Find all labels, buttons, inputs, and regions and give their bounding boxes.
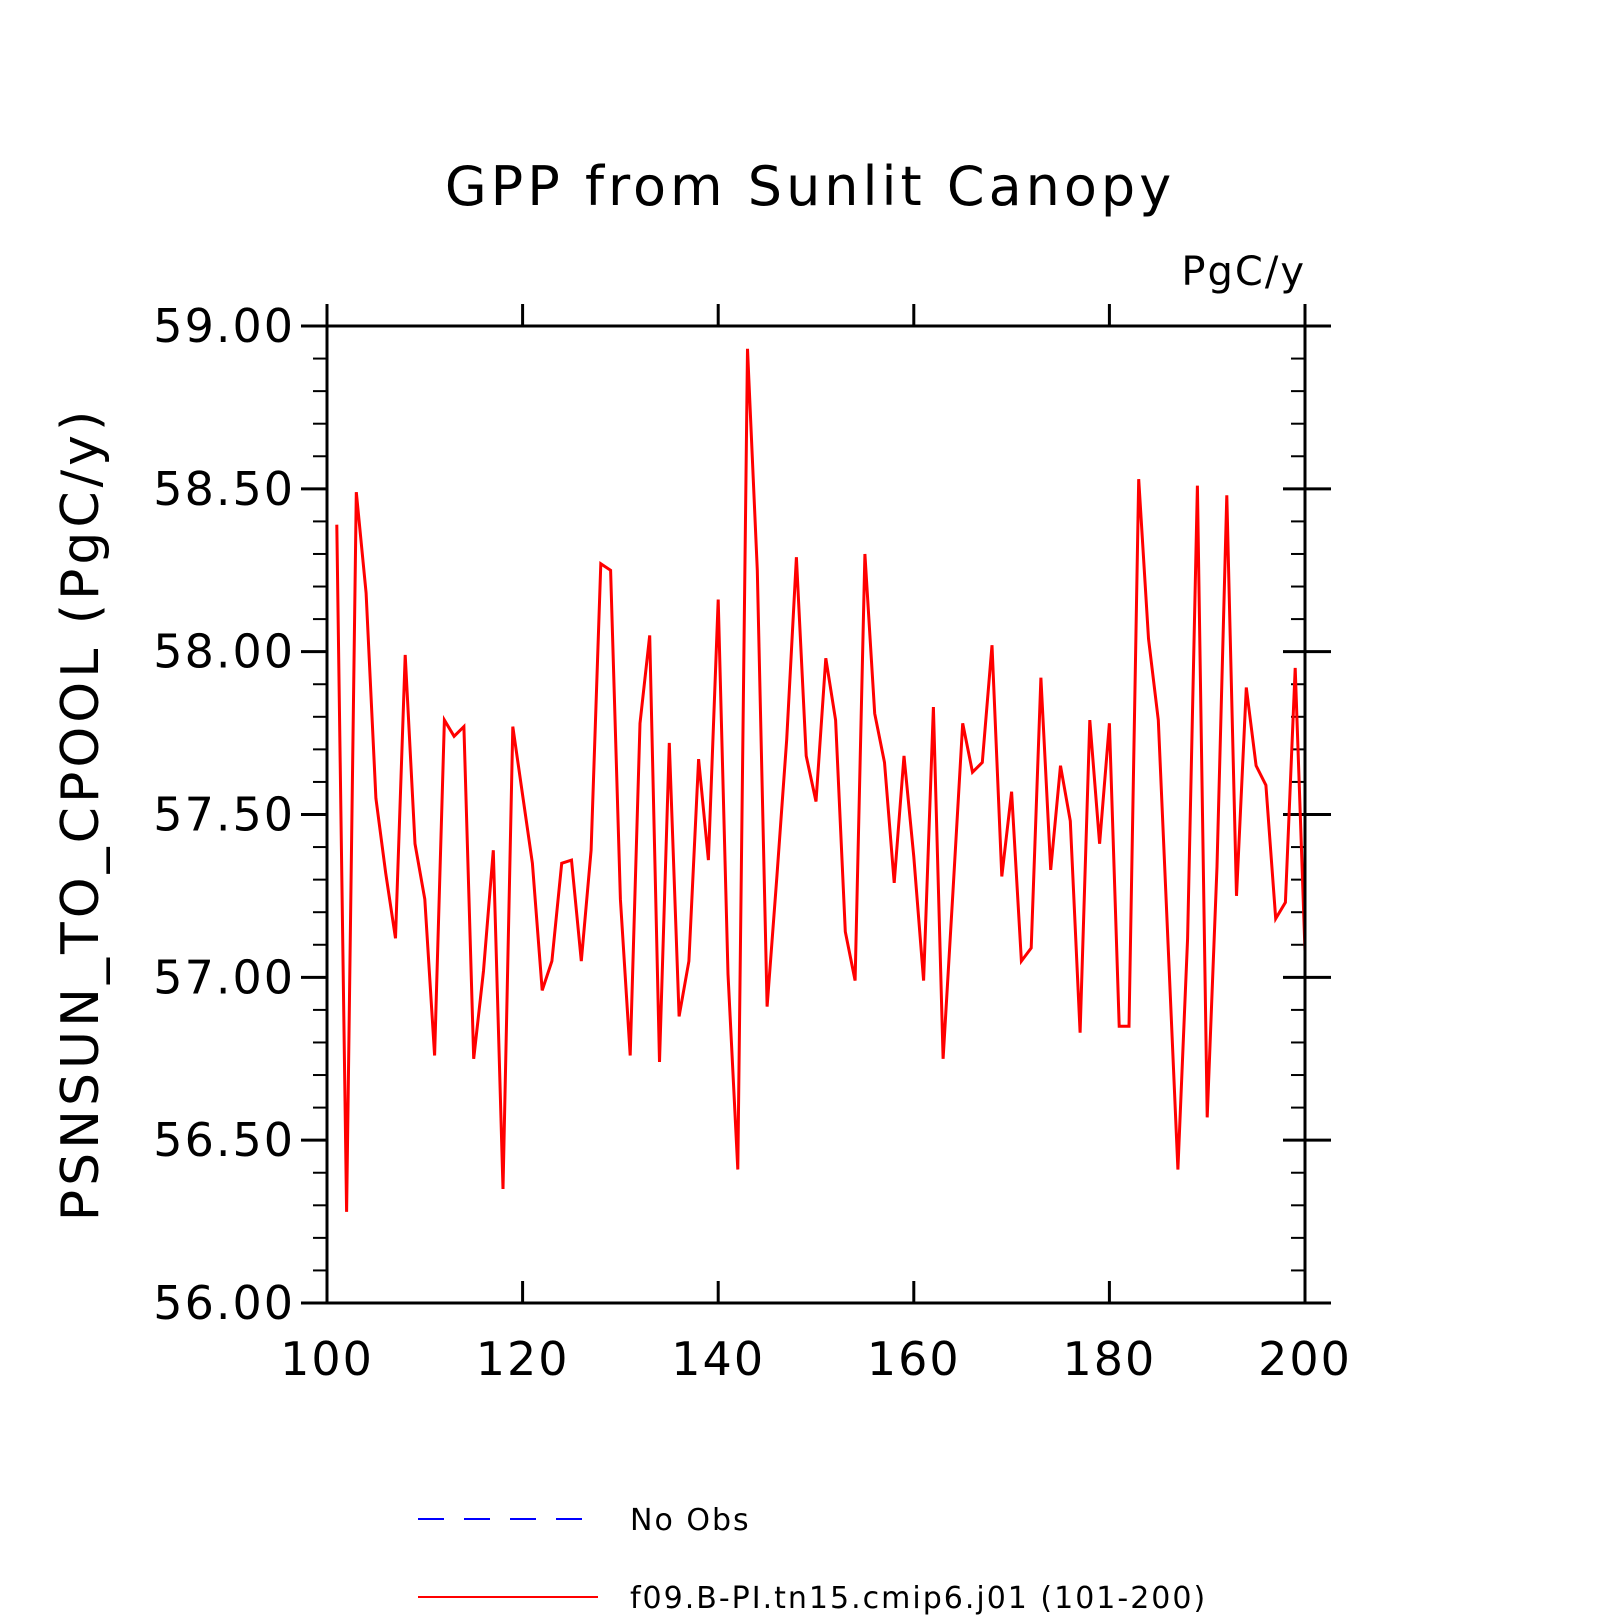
x-tick-label: 100 — [280, 1332, 374, 1386]
legend-label-model: f09.B-PI.tn15.cmip6.j01 (101-200) — [630, 1581, 1207, 1616]
x-tick-label: 160 — [867, 1332, 961, 1386]
x-tick-label: 200 — [1258, 1332, 1352, 1386]
y-tick-label: 58.00 — [153, 625, 295, 679]
y-tick-label: 56.50 — [153, 1113, 295, 1167]
units-label: PgC/y — [1181, 249, 1306, 295]
x-tick-labels: 100 120 140 160 180 200 — [280, 1332, 1352, 1386]
y-tick-label: 58.50 — [153, 462, 295, 516]
tick-marks — [301, 304, 1331, 1305]
y-tick-label: 57.00 — [153, 950, 295, 1004]
y-tick-label: 56.00 — [153, 1276, 295, 1330]
y-tick-label: 57.50 — [153, 788, 295, 842]
y-tick-labels: 56.00 56.50 57.00 57.50 58.00 58.50 59.00 — [153, 299, 295, 1330]
x-tick-label: 180 — [1062, 1332, 1156, 1386]
x-tick-label: 120 — [476, 1332, 570, 1386]
series-layer — [335, 348, 1307, 1212]
y-tick-label: 59.00 — [153, 299, 295, 353]
series-line — [335, 348, 1307, 1212]
x-tick-label: 140 — [671, 1332, 765, 1386]
plot-frame — [325, 324, 1307, 1305]
legend: No Obs f09.B-PI.tn15.cmip6.j01 (101-200) — [418, 1503, 1207, 1616]
chart-title: GPP from Sunlit Canopy — [445, 155, 1175, 218]
legend-label-no-obs: No Obs — [630, 1503, 751, 1538]
y-axis-label: PSNSUN_TO_CPOOL (PgC/y) — [51, 407, 111, 1222]
